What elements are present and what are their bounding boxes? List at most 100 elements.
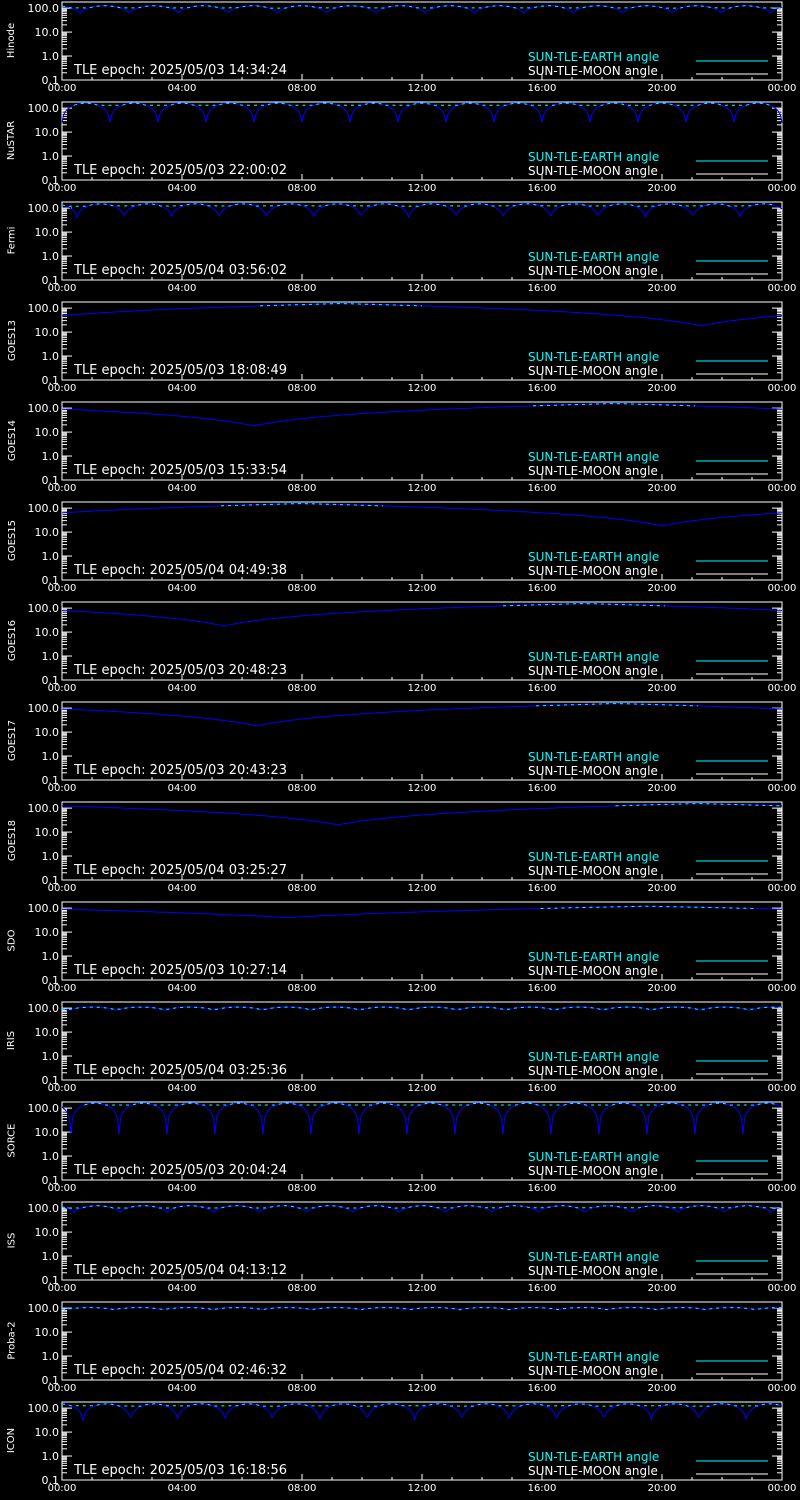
legend-moon-label: SUN-TLE-MOON angle <box>528 764 658 778</box>
series-sun-tle-earth <box>61 1403 783 1407</box>
legend-earth-label: SUN-TLE-EARTH angle <box>528 250 660 264</box>
plot-panel: NuSTAR 100.0 10.0 1.0 0.1 00:00 04:00 08:00 12:0… <box>0 100 800 200</box>
y-tick-label: 0.1 <box>42 1074 60 1087</box>
x-tick-label: 12:00 <box>408 383 437 394</box>
x-tick-label: 20:00 <box>648 883 677 894</box>
x-tick-label: 08:00 <box>288 183 317 194</box>
tle-epoch: TLE epoch: 2025/05/03 14:34:24 <box>74 63 288 78</box>
legend-earth-label: SUN-TLE-EARTH angle <box>528 750 660 764</box>
legend-earth-label: SUN-TLE-EARTH angle <box>528 450 660 464</box>
tle-epoch: TLE epoch: 2025/05/04 04:13:12 <box>74 1263 288 1278</box>
x-tick-label: 20:00 <box>648 383 677 394</box>
tle-epoch: TLE epoch: 2025/05/03 22:00:02 <box>74 163 288 178</box>
y-tick-label: 1.0 <box>42 650 60 663</box>
x-tick-label: 08:00 <box>288 283 317 294</box>
series-sun-tle-moon <box>61 303 783 327</box>
y-tick-label: 0.1 <box>42 874 60 887</box>
series-sun-tle-moon <box>61 203 783 220</box>
x-tick-label: 12:00 <box>408 183 437 194</box>
y-tick-label: 0.1 <box>42 374 60 387</box>
x-tick-label: 16:00 <box>528 283 557 294</box>
series-sun-tle-moon <box>61 803 782 826</box>
plot-svg: 100.010.01.00.100:00 04:00 08:00 12:00 16:00… <box>28 701 796 794</box>
y-tick-label: 100.0 <box>28 702 60 715</box>
plot-panel: ICON 100.0 10.0 1.0 0.1 00:00 04:00 08:00 12:00 1… <box>0 1400 800 1500</box>
x-tick-label: 12:00 <box>408 283 437 294</box>
x-tick-label: 20:00 <box>648 1083 677 1094</box>
y-tick-label: 1.0 <box>42 1150 60 1163</box>
x-tick-label: 04:00 <box>168 1383 197 1394</box>
y-tick-label: 100.0 <box>28 102 60 115</box>
tle-epoch: TLE epoch: 2025/05/03 20:48:23 <box>74 663 288 678</box>
x-tick-label: 04:00 <box>168 983 197 994</box>
x-tick-label: 08:00 <box>288 1483 317 1494</box>
y-tick-label: 1.0 <box>42 550 60 563</box>
y-tick-label: 1.0 <box>42 950 60 963</box>
x-tick-label: 04:00 <box>168 483 197 494</box>
legend-earth-label: SUN-TLE-EARTH angle <box>528 1350 660 1364</box>
legend-earth-label: SUN-TLE-EARTH angle <box>528 1250 660 1264</box>
x-tick-label: 00:00 <box>768 1083 797 1094</box>
x-tick-label: 00:00 <box>768 1383 797 1394</box>
x-tick-label: 12:00 <box>408 1383 437 1394</box>
plot-svg: 100.010.01.00.100:00 04:00 08:00 12:00 16:00… <box>28 601 797 694</box>
y-tick-label: 0.1 <box>42 574 60 587</box>
series-sun-tle-earth <box>532 403 696 407</box>
x-tick-label: 00:00 <box>48 83 77 94</box>
x-tick-label: 00:00 <box>768 83 797 94</box>
x-tick-label: 00:00 <box>768 683 797 694</box>
y-tick-label: 100.0 <box>28 502 60 515</box>
legend-moon-label: SUN-TLE-MOON angle <box>528 664 658 678</box>
x-tick-label: 00:00 <box>768 1283 797 1294</box>
y-tick-label: 100.0 <box>28 1102 60 1115</box>
series-sun-tle-moon <box>61 503 783 527</box>
legend-earth-label: SUN-TLE-EARTH angle <box>528 150 660 164</box>
x-tick-label: 20:00 <box>648 1183 677 1194</box>
x-tick-label: 04:00 <box>168 1183 197 1194</box>
legend-moon-label: SUN-TLE-MOON angle <box>528 864 658 878</box>
x-tick-label: 08:00 <box>288 983 317 994</box>
y-tick-label: 0.1 <box>42 774 60 787</box>
legend-earth-label: SUN-TLE-EARTH angle <box>528 850 660 864</box>
plot-panel: GOES14 100.0 10.0 1.0 0.1 00:00 04:00 08:00 12:0… <box>0 400 800 500</box>
series-sun-tle-earth <box>61 1205 783 1209</box>
x-tick-label: 04:00 <box>168 1283 197 1294</box>
x-tick-label: 08:00 <box>288 383 317 394</box>
series-sun-tle-moon <box>61 5 783 15</box>
x-tick-label: 20:00 <box>648 483 677 494</box>
x-tick-label: 16:00 <box>528 583 557 594</box>
x-tick-label: 16:00 <box>528 883 557 894</box>
y-tick-label: 100.0 <box>28 602 60 615</box>
x-tick-label: 08:00 <box>288 783 317 794</box>
x-tick-label: 12:00 <box>408 783 437 794</box>
x-tick-label: 20:00 <box>648 1283 677 1294</box>
x-tick-label: 16:00 <box>528 1183 557 1194</box>
tle-epoch: TLE epoch: 2025/05/04 03:25:36 <box>74 1063 288 1078</box>
plot-svg: 100.010.01.00.100:00 04:00 08:00 12:00 16:00… <box>28 1201 797 1294</box>
series-sun-tle-earth <box>220 503 384 507</box>
legend-earth-label: SUN-TLE-EARTH angle <box>528 350 660 364</box>
legend-earth-label: SUN-TLE-EARTH angle <box>528 1450 660 1464</box>
x-tick-label: 16:00 <box>528 683 557 694</box>
x-tick-label: 00:00 <box>48 883 77 894</box>
legend-moon-label: SUN-TLE-MOON angle <box>528 1064 658 1078</box>
tle-epoch: TLE epoch: 2025/05/03 18:08:49 <box>74 363 288 378</box>
series-sun-tle-earth <box>61 203 777 207</box>
plot-panel: GOES13 100.0 10.0 1.0 0.1 00:00 04:00 08:00 12:0… <box>0 300 800 400</box>
x-tick-label: 04:00 <box>168 783 197 794</box>
x-tick-label: 12:00 <box>408 1483 437 1494</box>
y-tick-label: 10.0 <box>35 426 60 439</box>
x-tick-label: 00:00 <box>48 1483 77 1494</box>
x-tick-label: 20:00 <box>648 1383 677 1394</box>
x-tick-label: 12:00 <box>408 1083 437 1094</box>
x-tick-label: 12:00 <box>408 83 437 94</box>
x-tick-label: 04:00 <box>168 383 197 394</box>
y-tick-label: 10.0 <box>35 1226 60 1239</box>
x-tick-label: 00:00 <box>48 583 77 594</box>
y-tick-label: 10.0 <box>35 1026 60 1039</box>
y-tick-label: 1.0 <box>42 750 60 763</box>
x-tick-label: 20:00 <box>648 783 677 794</box>
x-tick-label: 00:00 <box>48 483 77 494</box>
x-tick-label: 08:00 <box>288 1083 317 1094</box>
series-sun-tle-moon <box>61 1403 783 1422</box>
